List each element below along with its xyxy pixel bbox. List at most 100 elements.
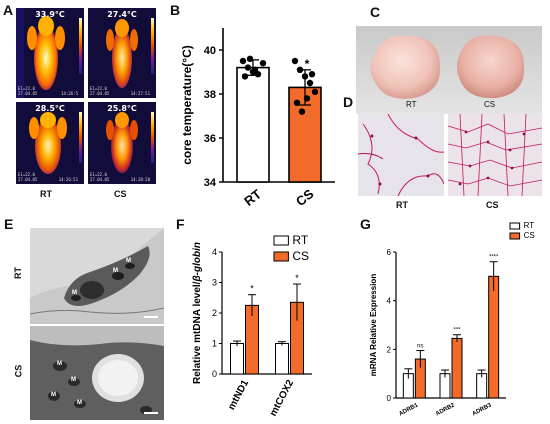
- thermal-scale-bar: [151, 18, 154, 74]
- thermal-image-cs-1: 27.4°C E1=22.0 27.04.05 14:27:51: [88, 8, 156, 98]
- data-point: [293, 99, 301, 107]
- data-point: [246, 55, 254, 62]
- panel-b-letter: B: [170, 2, 181, 18]
- thermal-temp-reading: 27.4°C: [107, 10, 137, 19]
- thermal-info: E1=22.0 27.04.05: [90, 172, 110, 182]
- panel-f-letter: F: [176, 216, 185, 232]
- histology-stain-graphic: [358, 114, 444, 196]
- panel-d-histology-rt: [358, 114, 444, 196]
- y-tick-label: 4: [387, 297, 392, 306]
- data-point: [241, 73, 249, 80]
- data-point: [291, 57, 299, 65]
- y-tick-label: 1: [212, 339, 217, 349]
- data-point: [308, 71, 316, 78]
- thermal-time: 14:28:20: [130, 177, 150, 182]
- thermal-temp-reading: 33.9°C: [35, 10, 65, 19]
- x-tick-label: ADRB2: [435, 402, 457, 417]
- y-tick-label: 6: [387, 248, 392, 257]
- significance-mark: *: [305, 57, 310, 71]
- panel-d-letter: D: [343, 94, 354, 110]
- panel-e-letter: E: [4, 216, 14, 232]
- x-tick-label: CS: [293, 186, 317, 209]
- adipose-tissue-graphic: [370, 35, 525, 99]
- legend-label-cs: CS: [524, 231, 535, 240]
- y-tick-label: 2: [212, 308, 217, 318]
- bar-rt: [230, 343, 244, 375]
- legend-label-rt: RT: [292, 233, 308, 247]
- panel-e-em-rt: M M M: [30, 228, 164, 324]
- panel-f-chart: 0 1 2 3 4 * mtND1 * mtCOX2 RT CS Relative mtDNA lev…: [192, 233, 312, 418]
- y-tick-label: 0: [212, 369, 217, 379]
- significance-mark: ****: [489, 255, 499, 261]
- significance-mark: *: [250, 284, 254, 294]
- x-tick-label: ADRB1: [398, 402, 420, 417]
- panel-e-label-rt: RT: [13, 267, 23, 279]
- panel-a-label-rt: RT: [40, 189, 52, 199]
- bar-rt: [476, 373, 488, 399]
- bar-rt: [236, 66, 270, 183]
- significance-mark: *: [295, 273, 299, 283]
- y-axis-label: Relative mtDNA level/β-globin: [192, 242, 203, 384]
- thermal-scale-bar: [79, 112, 82, 163]
- bar-cs: [488, 275, 500, 399]
- data-point: [311, 88, 319, 96]
- panel-e-label-cs: CS: [13, 364, 24, 378]
- mitochondria-mark: M: [113, 268, 118, 274]
- thermal-image-cs-2: 25.8°C E1=22.0 27.04.05 14:28:20: [88, 102, 156, 184]
- y-tick-label: 40: [204, 45, 216, 57]
- mitochondria-mark: M: [51, 392, 56, 398]
- x-tick-label: ADRB3: [472, 402, 494, 417]
- legend-label-rt: RT: [524, 222, 535, 230]
- data-point: [306, 79, 314, 87]
- mitochondria-mark: M: [57, 361, 62, 367]
- panel-e-em-cs: M M M M: [30, 326, 164, 420]
- bar-rt: [439, 373, 451, 399]
- y-tick-label: 34: [204, 177, 217, 189]
- panel-c-label-cs: CS: [484, 100, 496, 109]
- thermal-mouse-graphic: [106, 19, 138, 88]
- y-tick-label: 0: [387, 394, 392, 403]
- histology-stain-graphic: [448, 114, 542, 196]
- panel-d-label-rt: RT: [396, 200, 408, 210]
- mitochondria-mark: M: [72, 290, 77, 296]
- thermal-image-rt-2: 28.5°C E1=22.0 27.04.05 14:26:51: [16, 102, 84, 184]
- bar-cs: [451, 337, 463, 399]
- significance-mark: ***: [453, 328, 461, 334]
- data-point: [251, 66, 259, 73]
- data-point: [303, 95, 311, 102]
- y-axis-label: core temperature(°C): [180, 45, 194, 165]
- panel-a-thermal-images: 33.9°C E1=22.0 27.04.05 14:26:5 27.4°C E1…: [16, 8, 156, 184]
- mitochondria-mark: M: [77, 400, 82, 406]
- y-tick-label: 2: [387, 345, 392, 354]
- panel-c-letter: C: [370, 4, 381, 20]
- thermal-info: E1=22.0 27.04.05: [18, 172, 38, 182]
- y-tick-label: 3: [212, 278, 217, 288]
- thermal-temp-reading: 25.8°C: [107, 104, 137, 113]
- legend-label-cs: CS: [292, 249, 309, 263]
- x-tick-label: RT: [241, 186, 264, 209]
- electron-micrograph-graphic: [30, 326, 164, 420]
- panel-a-letter: A: [3, 2, 14, 18]
- data-point: [298, 108, 306, 115]
- y-tick-label: 36: [204, 133, 216, 145]
- data-point: [244, 64, 252, 71]
- panel-g-letter: G: [360, 216, 371, 232]
- significance-mark: ns: [417, 344, 423, 350]
- thermal-image-rt-1: 33.9°C E1=22.0 27.04.05 14:26:5: [16, 8, 84, 98]
- data-point: [239, 57, 247, 65]
- data-point: [259, 60, 267, 67]
- mitochondria-mark: M: [71, 377, 76, 383]
- data-point: [301, 73, 309, 80]
- thermal-time: 14:27:51: [130, 91, 150, 96]
- thermal-temp-reading: 28.5°C: [35, 104, 65, 113]
- panel-c-label-rt: RT: [406, 100, 417, 109]
- thermal-scale-bar: [79, 18, 82, 74]
- thermal-mouse-graphic: [29, 112, 67, 174]
- thermal-mouse-graphic: [16, 8, 65, 98]
- panel-d-histology-cs: [448, 114, 542, 196]
- y-tick-label: 4: [212, 247, 217, 257]
- legend-swatch-rt: [509, 222, 521, 230]
- legend-swatch-cs: [273, 251, 289, 262]
- x-tick-label: mtCOX2: [268, 378, 296, 418]
